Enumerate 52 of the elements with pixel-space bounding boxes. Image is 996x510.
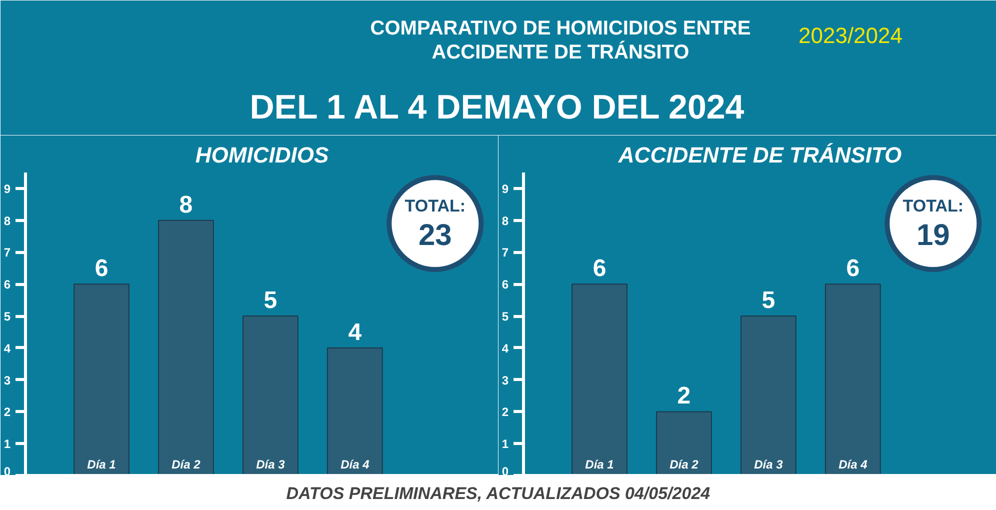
y-tick-label: 5 bbox=[502, 310, 509, 324]
bar bbox=[824, 284, 881, 475]
category-label: Día 3 bbox=[256, 457, 285, 472]
text: DEL 1 AL 4 DEMAYO DEL 2024 bbox=[250, 88, 744, 126]
bar bbox=[242, 316, 298, 475]
chart-title: ACCIDENTE DE TRÁNSITO bbox=[617, 142, 902, 168]
data-label: 6 bbox=[94, 255, 108, 282]
bar bbox=[74, 284, 130, 475]
text: TOTAL: bbox=[404, 196, 466, 216]
bar bbox=[656, 411, 712, 475]
y-tick-label: 7 bbox=[4, 246, 11, 260]
y-tick-label: 3 bbox=[502, 373, 509, 388]
y-tick-label: 8 bbox=[4, 214, 11, 228]
text: 2023/2024 bbox=[798, 23, 902, 48]
text: COMPARATIVO DE HOMICIDIOS ENTRE ACCIDENTE DE TRÁNSITO bbox=[370, 17, 751, 64]
category-label: Día 2 bbox=[172, 457, 200, 472]
y-tick-label: 6 bbox=[502, 278, 509, 292]
category-label: Día 2 bbox=[670, 457, 698, 472]
data-label: 5 bbox=[762, 287, 776, 314]
data-label: 4 bbox=[348, 318, 362, 346]
bar bbox=[158, 220, 214, 475]
data-label: 6 bbox=[592, 255, 606, 282]
y-tick-label: 5 bbox=[4, 310, 11, 324]
y-tick-label: 6 bbox=[4, 278, 11, 292]
y-tick-label: 3 bbox=[4, 373, 11, 388]
bar bbox=[326, 347, 383, 475]
category-label: Día 3 bbox=[754, 457, 783, 472]
y-tick-label: 7 bbox=[502, 246, 509, 260]
y-tick-label: 4 bbox=[502, 341, 509, 356]
category-label: Día 4 bbox=[340, 457, 370, 472]
category-label: Día 1 bbox=[87, 457, 116, 472]
text: TOTAL: bbox=[902, 196, 964, 216]
data-label: 6 bbox=[846, 255, 860, 282]
y-tick-label: 9 bbox=[4, 182, 11, 196]
text: 23 bbox=[418, 219, 452, 252]
data-label: 2 bbox=[677, 382, 691, 410]
bar bbox=[572, 284, 628, 475]
y-tick-label: 2 bbox=[4, 405, 11, 420]
y-tick-label: 1 bbox=[4, 437, 11, 452]
text: DATOS PRELIMINARES, ACTUALIZADOS 04/05/2024 bbox=[286, 484, 711, 503]
y-tick-label: 2 bbox=[502, 405, 509, 420]
data-label: 8 bbox=[179, 191, 193, 218]
y-tick-label: 9 bbox=[502, 182, 509, 196]
chart-title: HOMICIDIOS bbox=[195, 142, 329, 168]
category-label: Día 1 bbox=[585, 457, 614, 472]
y-tick-label: 8 bbox=[502, 214, 509, 228]
category-label: Día 4 bbox=[838, 457, 868, 472]
text: 19 bbox=[916, 219, 950, 252]
bar bbox=[740, 316, 796, 475]
y-tick-label: 1 bbox=[502, 437, 509, 452]
y-tick-label: 4 bbox=[4, 341, 11, 356]
data-label: 5 bbox=[264, 287, 278, 314]
